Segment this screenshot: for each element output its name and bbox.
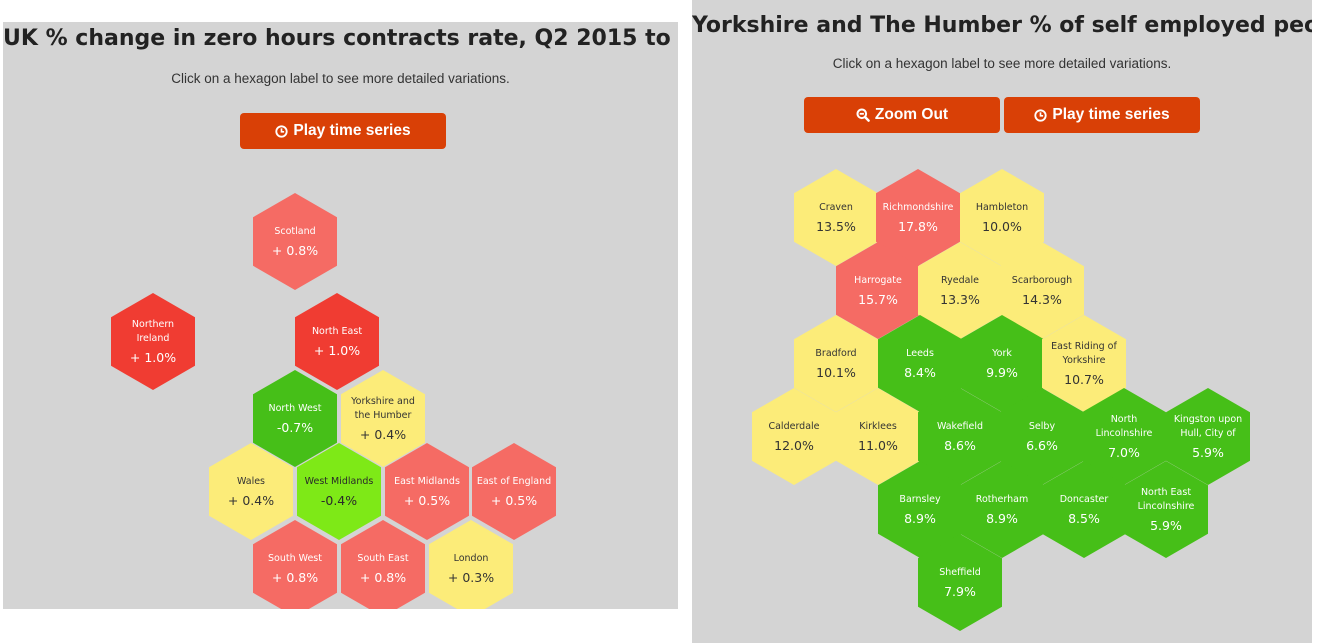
hex-value-label: 8.4% xyxy=(904,365,936,380)
hex-value-label: 10.7% xyxy=(1064,372,1104,387)
hex-northern-ireland[interactable]: Northern Ireland + 1.0% xyxy=(111,293,195,390)
hex-value-label: + 0.3% xyxy=(447,570,495,585)
hex-name-label[interactable]: South East xyxy=(357,553,409,564)
hex-name-label[interactable]: West Midlands xyxy=(304,476,374,487)
hex-name-label[interactable]: North West xyxy=(268,403,322,414)
hex-name-label[interactable]: Kingston upon Hull, City of xyxy=(1173,414,1243,439)
hex-value-label: 10.0% xyxy=(982,219,1022,234)
hex-name-label[interactable]: Richmondshire xyxy=(882,202,954,213)
hex-name-label[interactable]: North East xyxy=(311,326,363,337)
hex-name-label[interactable]: Leeds xyxy=(906,348,934,359)
hex-value-label: + 1.0% xyxy=(313,343,361,358)
zoom-out-icon xyxy=(856,108,870,122)
hex-value-label: 13.3% xyxy=(940,292,980,307)
hex-name-label[interactable]: Hambleton xyxy=(975,202,1029,213)
hex-scotland[interactable]: Scotland + 0.8% xyxy=(253,193,337,290)
hex-value-label: 8.9% xyxy=(904,511,936,526)
hex-east-of-england[interactable]: East of England + 0.5% xyxy=(472,443,556,540)
hex-value-label: 14.3% xyxy=(1022,292,1062,307)
hex-value-label: 9.9% xyxy=(986,365,1018,380)
hex-craven[interactable]: Craven 13.5% xyxy=(794,169,878,266)
clock-icon xyxy=(275,124,289,138)
yh-map-title: Yorkshire and The Humber % of self emplo… xyxy=(692,13,1312,38)
zoom-out-button[interactable]: Zoom Out xyxy=(804,97,1000,133)
hex-name-label[interactable]: Wakefield xyxy=(936,421,984,432)
zoom-out-label: Zoom Out xyxy=(874,106,949,123)
hex-name-label[interactable]: Kirklees xyxy=(859,421,897,432)
hex-north-east[interactable]: North East + 1.0% xyxy=(295,293,379,390)
hex-value-label: + 0.8% xyxy=(271,243,319,258)
hex-value-label: -0.4% xyxy=(320,493,358,508)
yh-map-subtitle: Click on a hexagon label to see more det… xyxy=(832,56,1172,71)
hex-value-label: 15.7% xyxy=(858,292,898,307)
hex-name-label[interactable]: North East Lincolnshire xyxy=(1137,487,1195,512)
uk-map-subtitle: Click on a hexagon label to see more det… xyxy=(171,71,510,86)
hex-name-label[interactable]: Bradford xyxy=(815,348,857,359)
hex-value-label: 5.9% xyxy=(1150,518,1182,533)
hex-name-label[interactable]: Wales xyxy=(236,476,266,487)
hex-name-label[interactable]: East of England xyxy=(476,476,552,487)
play-button-label: Play time series xyxy=(1052,106,1170,123)
clock-icon xyxy=(1034,108,1048,122)
hex-name-label[interactable]: Barnsley xyxy=(899,494,941,505)
hex-name-label[interactable]: Scarborough xyxy=(1011,275,1073,286)
hex-name-label[interactable]: Doncaster xyxy=(1059,494,1109,505)
hex-name-label[interactable]: Scotland xyxy=(274,226,316,237)
hex-hambleton[interactable]: Hambleton 10.0% xyxy=(960,169,1044,266)
hex-richmondshire[interactable]: Richmondshire 17.8% xyxy=(876,169,960,266)
hex-value-label: -0.7% xyxy=(276,420,314,435)
hex-name-label[interactable]: Yorkshire and the Humber xyxy=(351,396,415,421)
hex-value-label: 11.0% xyxy=(858,438,898,453)
hex-name-label[interactable]: Selby xyxy=(1028,421,1056,432)
hex-name-label[interactable]: Calderdale xyxy=(768,421,820,432)
hex-value-label: 10.1% xyxy=(816,365,856,380)
hex-south-east[interactable]: South East + 0.8% xyxy=(341,520,425,609)
uk-play-time-series-button[interactable]: Play time series xyxy=(240,113,446,149)
hex-value-label: + 1.0% xyxy=(129,350,177,365)
hex-south-west[interactable]: South West + 0.8% xyxy=(253,520,337,609)
hex-name-label[interactable]: York xyxy=(992,348,1012,359)
hex-value-label: 13.5% xyxy=(816,219,856,234)
hex-value-label: 17.8% xyxy=(898,219,938,234)
yh-play-time-series-button[interactable]: Play time series xyxy=(1004,97,1200,133)
hex-value-label: 7.9% xyxy=(944,584,976,599)
uk-map-title: UK % change in zero hours contracts rate… xyxy=(3,26,678,51)
hex-value-label: 5.9% xyxy=(1192,445,1224,460)
hex-value-label: 12.0% xyxy=(774,438,814,453)
hex-value-label: 8.5% xyxy=(1068,511,1100,526)
hex-value-label: + 0.4% xyxy=(227,493,275,508)
hex-name-label[interactable]: Northern Ireland xyxy=(131,319,175,344)
hex-name-label[interactable]: Harrogate xyxy=(854,275,902,286)
hex-name-label[interactable]: North Lincolnshire xyxy=(1095,414,1153,439)
hex-value-label: 8.9% xyxy=(986,511,1018,526)
uk-hex-map-panel: UK % change in zero hours contracts rate… xyxy=(3,22,678,609)
hex-name-label[interactable]: East Midlands xyxy=(394,476,460,487)
hex-value-label: + 0.5% xyxy=(403,493,451,508)
hex-value-label: 6.6% xyxy=(1026,438,1058,453)
yorkshire-hex-map-panel: Yorkshire and The Humber % of self emplo… xyxy=(692,0,1312,643)
hex-value-label: 8.6% xyxy=(944,438,976,453)
hex-value-label: + 0.4% xyxy=(359,427,407,442)
hex-name-label[interactable]: Ryedale xyxy=(941,275,979,286)
hex-name-label[interactable]: Rotherham xyxy=(975,494,1029,505)
hex-sheffield[interactable]: Sheffield 7.9% xyxy=(918,534,1002,631)
hex-value-label: + 0.8% xyxy=(271,570,319,585)
hex-name-label[interactable]: Sheffield xyxy=(939,567,981,578)
hex-value-label: + 0.5% xyxy=(490,493,538,508)
hex-london[interactable]: London + 0.3% xyxy=(429,520,513,609)
hex-name-label[interactable]: East Riding of Yorkshire xyxy=(1051,341,1117,366)
play-button-label: Play time series xyxy=(293,122,411,139)
hex-value-label: + 0.8% xyxy=(359,570,407,585)
hex-name-label[interactable]: Craven xyxy=(819,202,853,213)
hex-value-label: 7.0% xyxy=(1108,445,1140,460)
hex-name-label[interactable]: South West xyxy=(268,553,322,564)
hex-name-label[interactable]: London xyxy=(453,553,489,564)
